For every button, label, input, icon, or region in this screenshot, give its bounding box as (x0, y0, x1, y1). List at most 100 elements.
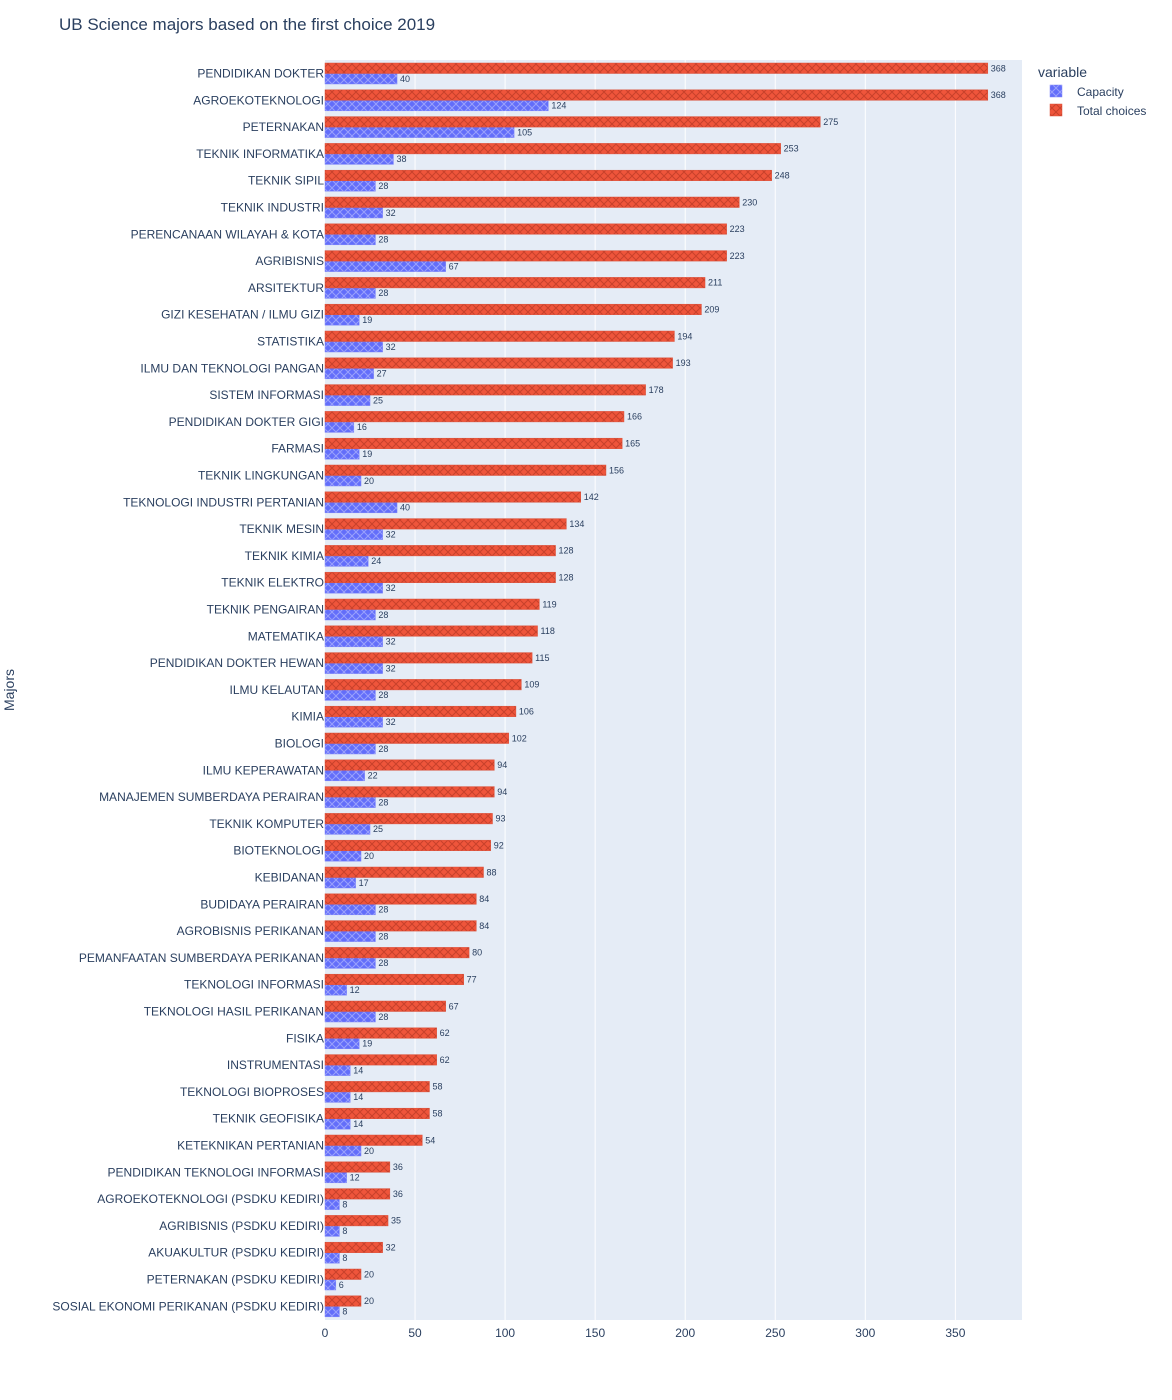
bar-capacity-agribisnis-psdku-kediri[interactable] (324, 1225, 340, 1237)
bar-total-choices-pendidikan-dokter[interactable] (324, 62, 989, 74)
bar-total-choices-akuakultur-psdku-kediri[interactable] (324, 1241, 383, 1253)
bar-total-choices-teknologi-informasi[interactable] (324, 973, 464, 985)
bar-total-choices-teknologi-bioproses[interactable] (324, 1081, 430, 1093)
bar-capacity-keteknikan-pertanian[interactable] (324, 1145, 362, 1157)
bar-capacity-bioteknologi[interactable] (324, 850, 362, 862)
bar-capacity-biologi[interactable] (324, 743, 376, 755)
bar-total-choices-teknik-sipil[interactable] (324, 169, 772, 181)
bar-capacity-fisika[interactable] (324, 1038, 360, 1050)
bar-capacity-agroekoteknologi-psdku-kediri[interactable] (324, 1198, 340, 1210)
bar-total-choices-agroekoteknologi[interactable] (324, 89, 989, 101)
bar-capacity-peternakan-psdku-kediri[interactable] (324, 1279, 337, 1291)
data-label-capacity: 38 (396, 154, 406, 164)
bar-total-choices-agribisnis[interactable] (324, 250, 727, 262)
bar-total-choices-agrobisnis-perikanan[interactable] (324, 920, 477, 932)
bar-capacity-teknik-informatika[interactable] (324, 153, 394, 165)
bar-capacity-statistika[interactable] (324, 341, 383, 353)
bar-capacity-sistem-informasi[interactable] (324, 394, 371, 406)
bar-total-choices-pendidikan-dokter-gigi[interactable] (324, 411, 625, 423)
legend-item-capacity[interactable]: Capacity (1049, 84, 1124, 99)
bar-capacity-ilmu-dan-teknologi-pangan[interactable] (324, 368, 374, 380)
bar-total-choices-ilmu-dan-teknologi-pangan[interactable] (324, 357, 673, 369)
bar-capacity-teknik-elektro[interactable] (324, 582, 383, 594)
bar-total-choices-teknik-mesin[interactable] (324, 518, 567, 530)
bar-capacity-pendidikan-teknologi-informasi[interactable] (324, 1172, 347, 1184)
bar-capacity-instrumentasi[interactable] (324, 1064, 351, 1076)
bar-total-choices-teknik-elektro[interactable] (324, 571, 556, 583)
bar-total-choices-statistika[interactable] (324, 330, 675, 342)
bar-capacity-gizi-kesehatan-ilmu-gizi[interactable] (324, 314, 360, 326)
bar-capacity-agrobisnis-perikanan[interactable] (324, 930, 376, 942)
bar-total-choices-keteknikan-pertanian[interactable] (324, 1134, 423, 1146)
bar-capacity-teknologi-industri-pertanian[interactable] (324, 502, 398, 514)
bar-total-choices-gizi-kesehatan-ilmu-gizi[interactable] (324, 303, 702, 315)
bar-capacity-farmasi[interactable] (324, 448, 360, 460)
bar-capacity-manajemen-sumberdaya-perairan[interactable] (324, 796, 376, 808)
bar-capacity-pendidikan-dokter[interactable] (324, 73, 398, 85)
bar-total-choices-teknologi-hasil-perikanan[interactable] (324, 1000, 446, 1012)
bar-capacity-teknologi-bioproses[interactable] (324, 1091, 351, 1103)
bar-capacity-arsitektur[interactable] (324, 287, 376, 299)
bar-capacity-pendidikan-dokter-hewan[interactable] (324, 662, 383, 674)
bar-total-choices-manajemen-sumberdaya-perairan[interactable] (324, 786, 495, 798)
bar-total-choices-teknik-kimia[interactable] (324, 545, 556, 557)
bar-total-choices-farmasi[interactable] (324, 437, 623, 449)
bar-capacity-teknologi-hasil-perikanan[interactable] (324, 1011, 376, 1023)
bar-total-choices-teknik-lingkungan[interactable] (324, 464, 607, 476)
bar-total-choices-teknik-komputer[interactable] (324, 813, 493, 825)
bar-capacity-sosial-ekonomi-perikanan-psdku-kediri[interactable] (324, 1306, 340, 1318)
bar-capacity-pendidikan-dokter-gigi[interactable] (324, 421, 355, 433)
bar-total-choices-teknologi-industri-pertanian[interactable] (324, 491, 581, 503)
bar-total-choices-arsitektur[interactable] (324, 277, 706, 289)
data-label-capacity: 8 (342, 1226, 347, 1236)
bar-total-choices-perencanaan-wilayah-kota[interactable] (324, 223, 727, 235)
bar-total-choices-sosial-ekonomi-perikanan-psdku-kediri[interactable] (324, 1295, 362, 1307)
bar-capacity-kebidanan[interactable] (324, 877, 356, 889)
bar-total-choices-pendidikan-dokter-hewan[interactable] (324, 652, 533, 664)
bar-capacity-matematika[interactable] (324, 636, 383, 648)
bar-total-choices-ilmu-kelautan[interactable] (324, 679, 522, 691)
bar-total-choices-teknik-geofisika[interactable] (324, 1107, 430, 1119)
bar-total-choices-matematika[interactable] (324, 625, 538, 637)
bar-capacity-teknik-lingkungan[interactable] (324, 475, 362, 487)
bar-total-choices-pendidikan-teknologi-informasi[interactable] (324, 1161, 391, 1173)
bar-total-choices-agribisnis-psdku-kediri[interactable] (324, 1215, 389, 1227)
bar-capacity-teknik-mesin[interactable] (324, 528, 383, 540)
legend-item-total-choices[interactable]: Total choices (1049, 103, 1146, 118)
bar-capacity-pemanfaatan-sumberdaya-perikanan[interactable] (324, 957, 376, 969)
bar-total-choices-kebidanan[interactable] (324, 866, 484, 878)
bar-total-choices-biologi[interactable] (324, 732, 509, 744)
bar-total-choices-agroekoteknologi-psdku-kediri[interactable] (324, 1188, 391, 1200)
bar-capacity-peternakan[interactable] (324, 126, 515, 138)
bar-total-choices-fisika[interactable] (324, 1027, 437, 1039)
category-label: SISTEM INFORMASI (209, 388, 324, 402)
bar-total-choices-peternakan[interactable] (324, 116, 821, 128)
bar-total-choices-kimia[interactable] (324, 705, 517, 717)
bar-capacity-ilmu-keperawatan[interactable] (324, 770, 365, 782)
bar-capacity-agribisnis[interactable] (324, 260, 446, 272)
bar-total-choices-budidaya-perairan[interactable] (324, 893, 477, 905)
bar-capacity-budidaya-perairan[interactable] (324, 904, 376, 916)
bar-total-choices-peternakan-psdku-kediri[interactable] (324, 1268, 362, 1280)
bar-capacity-teknik-pengairan[interactable] (324, 609, 376, 621)
bar-total-choices-sistem-informasi[interactable] (324, 384, 646, 396)
bar-total-choices-pemanfaatan-sumberdaya-perikanan[interactable] (324, 947, 470, 959)
bar-capacity-teknologi-informasi[interactable] (324, 984, 347, 996)
bar-total-choices-ilmu-keperawatan[interactable] (324, 759, 495, 771)
bar-capacity-akuakultur-psdku-kediri[interactable] (324, 1252, 340, 1264)
bar-capacity-teknik-kimia[interactable] (324, 555, 369, 567)
bar-capacity-perencanaan-wilayah-kota[interactable] (324, 234, 376, 246)
bar-capacity-teknik-komputer[interactable] (324, 823, 371, 835)
bar-capacity-teknik-sipil[interactable] (324, 180, 376, 192)
bar-capacity-agroekoteknologi[interactable] (324, 100, 549, 112)
bar-capacity-ilmu-kelautan[interactable] (324, 689, 376, 701)
bar-capacity-teknik-industri[interactable] (324, 207, 383, 219)
bar-total-choices-bioteknologi[interactable] (324, 839, 491, 851)
x-tick-label: 250 (765, 1326, 785, 1340)
bar-capacity-kimia[interactable] (324, 716, 383, 728)
bar-total-choices-instrumentasi[interactable] (324, 1054, 437, 1066)
bar-total-choices-teknik-pengairan[interactable] (324, 598, 540, 610)
bar-total-choices-teknik-industri[interactable] (324, 196, 740, 208)
bar-capacity-teknik-geofisika[interactable] (324, 1118, 351, 1130)
bar-total-choices-teknik-informatika[interactable] (324, 143, 781, 155)
